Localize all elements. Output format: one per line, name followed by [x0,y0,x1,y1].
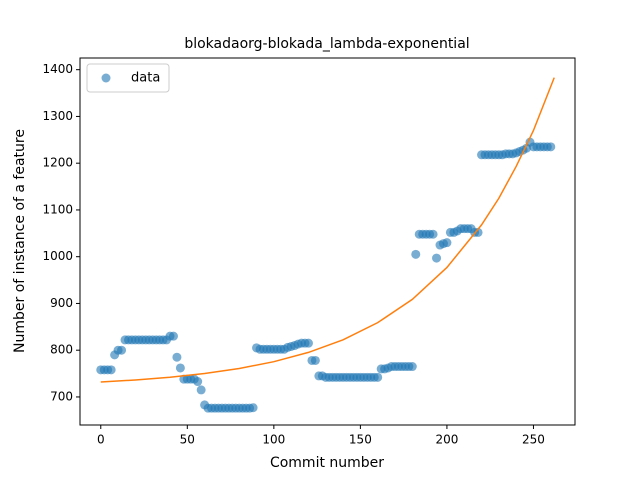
data-point [117,345,127,355]
legend-box [86,63,170,93]
fit-line [100,77,555,383]
data-point [303,338,313,348]
data-point [473,227,483,237]
y-tick-label: 1000 [42,249,73,263]
y-tick-label: 1300 [42,109,73,123]
data-point [196,385,206,395]
y-axis-label: Number of instance of a feature [12,129,28,353]
x-tick-label: 0 [97,433,105,447]
data-point [106,365,116,375]
data-point [175,363,185,373]
data-point [193,377,203,387]
x-tick-label: 250 [522,433,545,447]
x-tick-label: 200 [435,433,458,447]
x-tick-label: 100 [262,433,285,447]
data-point [442,238,452,248]
plot-frame [79,57,576,426]
x-axis-label: Commit number [270,455,384,471]
y-tick-label: 700 [50,389,73,403]
data-point [373,372,383,382]
data-point [428,229,438,239]
data-point [432,253,442,263]
data-point [168,331,178,341]
y-tick-label: 800 [50,343,73,357]
x-tick-label: 50 [180,433,195,447]
y-tick-label: 1200 [42,156,73,170]
x-tick-label: 150 [349,433,372,447]
y-tick-label: 1400 [42,62,73,76]
chart-title: blokadaorg-blokada_lambda-exponential [184,36,469,52]
y-tick-label: 900 [50,296,73,310]
data-point [172,352,182,362]
data-point [407,362,417,372]
data-point [310,355,320,365]
data-point [248,403,258,413]
data-point [411,249,421,259]
legend-marker [101,73,111,83]
data-point [546,142,556,152]
legend-label: data [131,71,160,86]
y-tick-label: 1100 [42,202,73,216]
